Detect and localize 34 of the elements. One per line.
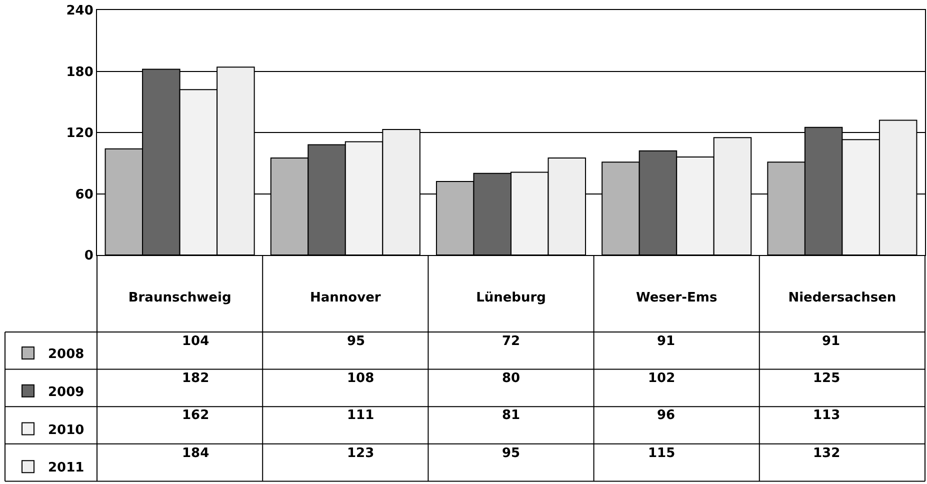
data-label: 102 [648, 371, 676, 386]
data-label: 80 [502, 371, 520, 386]
data-label: 91 [657, 334, 676, 349]
x-tick-label: Hannover [310, 290, 382, 306]
x-tick-label: Niedersachsen [788, 290, 896, 306]
data-label: 91 [822, 334, 840, 349]
x-tick-label: Braunschweig [128, 290, 232, 306]
data-label: 104 [182, 334, 210, 349]
legend-label: 2008 [48, 347, 84, 362]
y-tick-label: 240 [66, 4, 94, 19]
data-label: 111 [347, 408, 374, 423]
data-label: 72 [502, 334, 520, 349]
y-tick-label: 180 [66, 64, 94, 80]
data-label: 95 [502, 446, 520, 461]
data-label: 132 [813, 446, 840, 461]
data-label: 123 [347, 446, 374, 461]
data-label: 95 [347, 334, 366, 349]
legend-label: 2009 [48, 384, 84, 400]
data-label: 125 [813, 371, 840, 386]
data-label: 162 [182, 408, 210, 423]
y-tick-label: 0 [84, 248, 94, 264]
x-tick-label: Lüneburg [476, 290, 546, 306]
data-label: 184 [182, 446, 210, 461]
data-label: 108 [347, 371, 374, 386]
y-tick-label: 120 [66, 126, 94, 142]
data-label: 81 [502, 408, 520, 423]
data-label: 113 [813, 408, 840, 423]
legend-label: 2010 [48, 422, 84, 438]
data-label: 115 [648, 446, 676, 461]
x-tick-label: Weser-Ems [636, 290, 718, 306]
data-label: 96 [657, 408, 676, 423]
y-tick-label: 60 [75, 187, 94, 202]
data-label: 182 [182, 371, 210, 386]
legend-label: 2011 [48, 460, 84, 476]
